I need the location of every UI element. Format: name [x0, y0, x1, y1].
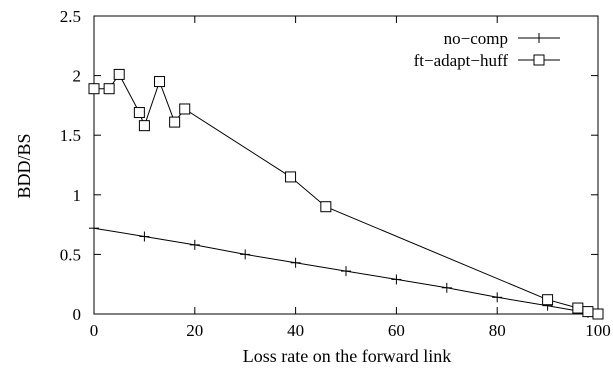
data-point [113, 68, 125, 80]
data-point [492, 292, 503, 303]
data-point [189, 239, 200, 250]
data-point [441, 282, 452, 293]
x-tick-label: 20 [186, 321, 203, 340]
data-point [592, 308, 604, 320]
data-point [139, 231, 150, 242]
data-point [169, 116, 181, 128]
y-tick-label: 1 [73, 186, 82, 205]
legend-marker [534, 33, 544, 43]
y-tick-label: 2 [73, 67, 82, 86]
data-point [240, 249, 251, 260]
y-tick-label: 1.5 [60, 126, 81, 145]
data-point [285, 171, 297, 183]
data-point [138, 120, 150, 132]
y-tick-label: 0 [73, 305, 82, 324]
ticks-group: 0 20 40 60 80 100 0 0.5 1 1.5 2 2.5 [60, 7, 611, 340]
data-point [133, 107, 145, 119]
x-tick-label: 80 [489, 321, 506, 340]
data-point [290, 257, 301, 268]
legend-item-0: no−comp [444, 29, 560, 48]
data-point [542, 294, 554, 306]
series-1 [88, 68, 604, 320]
legend-label: ft−adapt−huff [414, 51, 509, 70]
data-point [89, 223, 99, 234]
x-tick-label: 100 [585, 321, 611, 340]
data-point [154, 76, 166, 88]
data-point [572, 302, 584, 314]
series-group [88, 68, 604, 320]
series-line [94, 73, 599, 315]
plot-frame [93, 15, 599, 315]
legend-marker [533, 54, 545, 66]
x-axis-title: Loss rate on the forward link [243, 346, 451, 366]
y-tick-label: 0.5 [60, 245, 81, 264]
legend: no−comp ft−adapt−huff [414, 29, 560, 70]
x-tick-label: 40 [287, 321, 304, 340]
data-point [320, 201, 332, 213]
plot-frame-group [93, 15, 599, 315]
data-point [179, 103, 191, 115]
series-line [93, 227, 599, 315]
series-0 [89, 223, 603, 319]
x-tick-label: 0 [90, 321, 99, 340]
legend-item-1: ft−adapt−huff [414, 51, 560, 70]
data-point [88, 83, 100, 95]
data-point [341, 266, 351, 277]
data-point [391, 274, 402, 285]
y-axis-title: BDD/BS [14, 133, 34, 198]
legend-label: no−comp [444, 29, 508, 48]
data-point [582, 306, 594, 318]
data-point [103, 83, 115, 95]
x-tick-label: 60 [388, 321, 405, 340]
y-tick-label: 2.5 [60, 7, 81, 26]
